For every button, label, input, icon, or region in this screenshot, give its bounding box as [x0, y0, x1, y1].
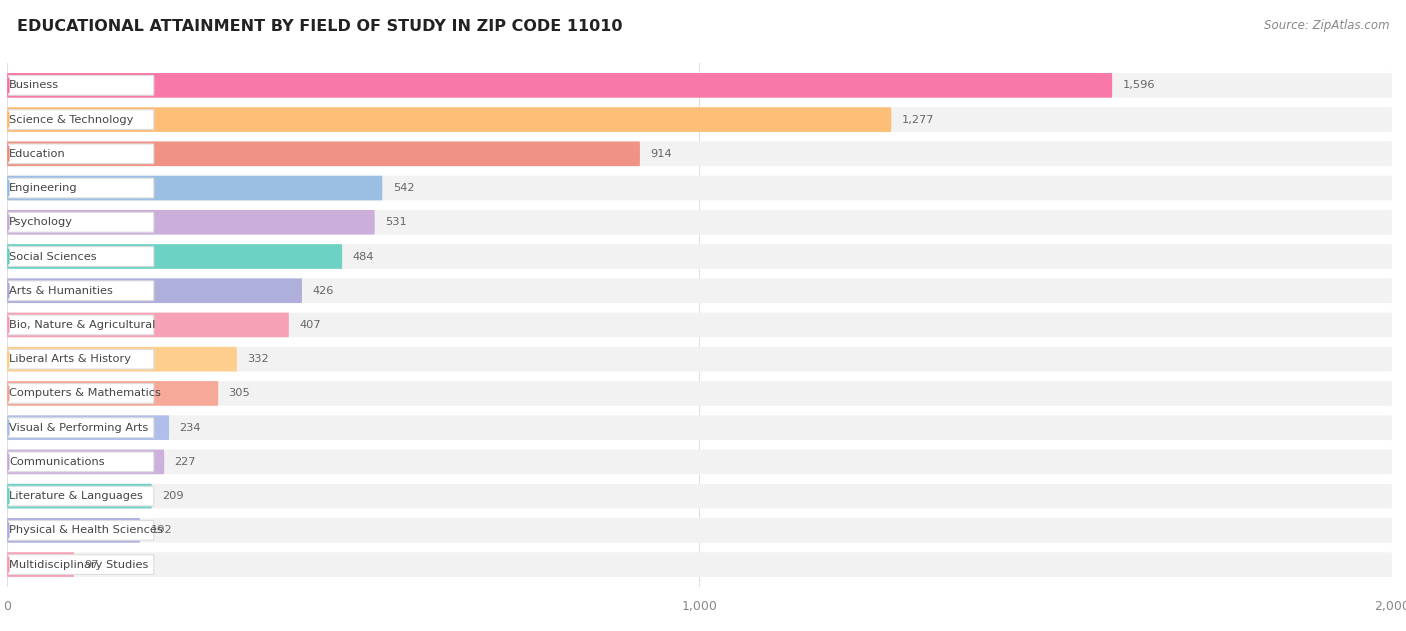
Text: Arts & Humanities: Arts & Humanities	[8, 286, 112, 296]
FancyBboxPatch shape	[7, 381, 1392, 406]
FancyBboxPatch shape	[8, 384, 153, 403]
FancyBboxPatch shape	[7, 312, 1392, 338]
FancyBboxPatch shape	[7, 175, 1392, 201]
FancyBboxPatch shape	[7, 347, 238, 372]
FancyBboxPatch shape	[7, 73, 1112, 98]
Text: Visual & Performing Arts: Visual & Performing Arts	[8, 423, 148, 433]
FancyBboxPatch shape	[7, 552, 75, 577]
FancyBboxPatch shape	[8, 76, 153, 95]
Text: Physical & Health Sciences: Physical & Health Sciences	[8, 526, 163, 535]
FancyBboxPatch shape	[7, 278, 302, 303]
FancyBboxPatch shape	[7, 415, 169, 440]
Text: Business: Business	[8, 80, 59, 90]
FancyBboxPatch shape	[7, 210, 1392, 235]
FancyBboxPatch shape	[8, 452, 153, 472]
FancyBboxPatch shape	[7, 552, 1392, 577]
FancyBboxPatch shape	[8, 281, 153, 300]
Text: 531: 531	[385, 217, 406, 227]
Text: 192: 192	[150, 526, 172, 535]
FancyBboxPatch shape	[7, 141, 1392, 166]
Text: 332: 332	[247, 354, 269, 364]
FancyBboxPatch shape	[7, 381, 218, 406]
Text: 227: 227	[174, 457, 195, 467]
FancyBboxPatch shape	[8, 213, 153, 232]
FancyBboxPatch shape	[7, 484, 152, 509]
FancyBboxPatch shape	[7, 347, 1392, 372]
Text: 97: 97	[84, 560, 98, 570]
Text: 407: 407	[299, 320, 321, 330]
Text: 1,596: 1,596	[1122, 80, 1156, 90]
Text: 1,277: 1,277	[901, 115, 934, 124]
FancyBboxPatch shape	[8, 247, 153, 266]
Text: 234: 234	[180, 423, 201, 433]
FancyBboxPatch shape	[8, 418, 153, 437]
Text: Social Sciences: Social Sciences	[8, 252, 97, 261]
FancyBboxPatch shape	[7, 107, 891, 132]
FancyBboxPatch shape	[7, 175, 382, 201]
Text: Education: Education	[8, 149, 66, 159]
Text: Computers & Mathematics: Computers & Mathematics	[8, 389, 160, 398]
FancyBboxPatch shape	[7, 244, 342, 269]
FancyBboxPatch shape	[7, 484, 1392, 509]
FancyBboxPatch shape	[8, 110, 153, 129]
FancyBboxPatch shape	[8, 487, 153, 506]
Text: Psychology: Psychology	[8, 217, 73, 227]
Text: Multidisciplinary Studies: Multidisciplinary Studies	[8, 560, 149, 570]
Text: 305: 305	[229, 389, 250, 398]
FancyBboxPatch shape	[8, 178, 153, 198]
Text: 426: 426	[312, 286, 333, 296]
Text: 209: 209	[162, 491, 184, 501]
FancyBboxPatch shape	[7, 449, 1392, 475]
Text: Source: ZipAtlas.com: Source: ZipAtlas.com	[1264, 19, 1389, 32]
Text: 542: 542	[392, 183, 415, 193]
FancyBboxPatch shape	[7, 141, 640, 166]
FancyBboxPatch shape	[7, 518, 1392, 543]
Text: 914: 914	[651, 149, 672, 159]
FancyBboxPatch shape	[7, 210, 375, 235]
Text: Literature & Languages: Literature & Languages	[8, 491, 143, 501]
FancyBboxPatch shape	[8, 555, 153, 574]
FancyBboxPatch shape	[7, 278, 1392, 303]
Text: Engineering: Engineering	[8, 183, 77, 193]
FancyBboxPatch shape	[7, 73, 1392, 98]
Text: 484: 484	[353, 252, 374, 261]
FancyBboxPatch shape	[8, 315, 153, 335]
Text: Communications: Communications	[8, 457, 104, 467]
Text: Science & Technology: Science & Technology	[8, 115, 134, 124]
FancyBboxPatch shape	[7, 415, 1392, 440]
FancyBboxPatch shape	[8, 144, 153, 163]
FancyBboxPatch shape	[8, 350, 153, 369]
FancyBboxPatch shape	[7, 312, 288, 338]
FancyBboxPatch shape	[8, 521, 153, 540]
Text: EDUCATIONAL ATTAINMENT BY FIELD OF STUDY IN ZIP CODE 11010: EDUCATIONAL ATTAINMENT BY FIELD OF STUDY…	[17, 19, 623, 34]
Text: Liberal Arts & History: Liberal Arts & History	[8, 354, 131, 364]
FancyBboxPatch shape	[7, 518, 141, 543]
FancyBboxPatch shape	[7, 107, 1392, 132]
Text: Bio, Nature & Agricultural: Bio, Nature & Agricultural	[8, 320, 155, 330]
FancyBboxPatch shape	[7, 449, 165, 475]
FancyBboxPatch shape	[7, 244, 1392, 269]
